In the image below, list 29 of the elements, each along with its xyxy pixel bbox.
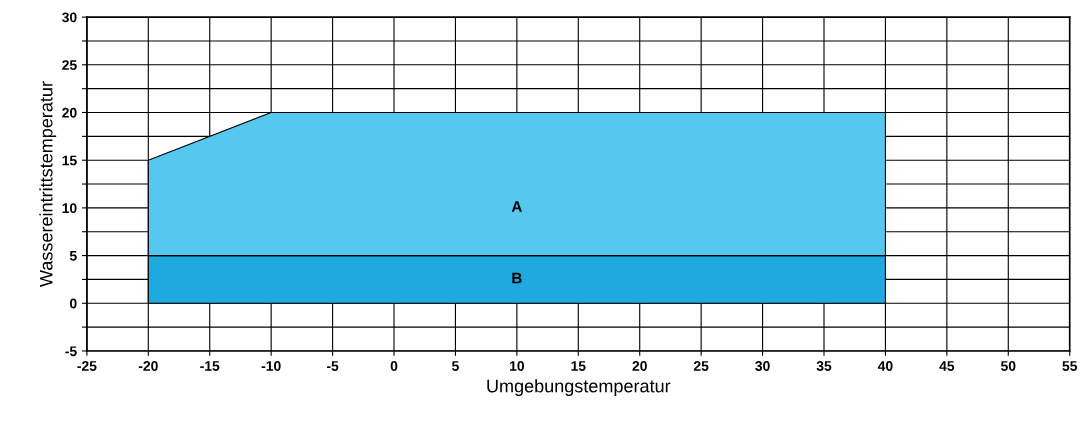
- x-axis-title: Umgebungstemperatur: [487, 379, 671, 397]
- y-tick-label: 20: [62, 107, 77, 118]
- y-tick-label: 10: [62, 203, 77, 214]
- y-axis-title: Wassereintrittstemperatur: [39, 81, 57, 287]
- x-tick-label: 10: [510, 361, 525, 371]
- x-tick-label: 25: [693, 361, 709, 371]
- x-tick-label: -15: [200, 361, 220, 371]
- x-tick-label: -25: [77, 361, 97, 371]
- x-tick-label: 20: [632, 361, 647, 371]
- y-tick-label: 25: [62, 60, 77, 70]
- series-label: B: [512, 272, 522, 284]
- y-tick-label: 30: [62, 12, 77, 23]
- x-tick-label: -20: [138, 361, 158, 371]
- x-tick-label: 45: [939, 361, 955, 371]
- x-tick-label: 5: [452, 361, 459, 371]
- y-tick-label: 15: [62, 155, 77, 166]
- x-tick-label: 35: [816, 361, 832, 371]
- series-label: A: [511, 201, 522, 212]
- x-tick-label: -10: [261, 361, 281, 371]
- x-tick-label: 15: [571, 361, 586, 371]
- x-tick-label: 40: [877, 361, 893, 371]
- x-tick-label: 30: [755, 361, 770, 371]
- y-tick-label: 0: [69, 298, 77, 309]
- x-tick-label: 0: [390, 361, 398, 371]
- y-tick-label: -5: [65, 346, 77, 357]
- x-tick-label: 55: [1062, 361, 1078, 371]
- x-tick-label: 50: [1000, 361, 1016, 371]
- y-tick-label: 5: [69, 251, 77, 261]
- x-tick-label: -5: [326, 361, 339, 371]
